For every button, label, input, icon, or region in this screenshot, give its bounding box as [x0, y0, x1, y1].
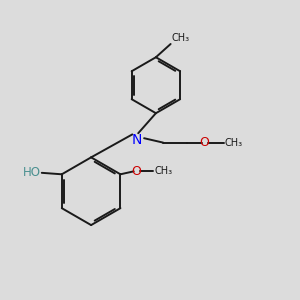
Text: CH₃: CH₃ — [154, 166, 172, 176]
Text: O: O — [200, 136, 209, 149]
Text: HO: HO — [23, 166, 41, 179]
Text: O: O — [132, 165, 142, 178]
Text: N: N — [132, 133, 142, 147]
Text: CH₃: CH₃ — [172, 33, 190, 43]
Text: CH₃: CH₃ — [225, 138, 243, 148]
